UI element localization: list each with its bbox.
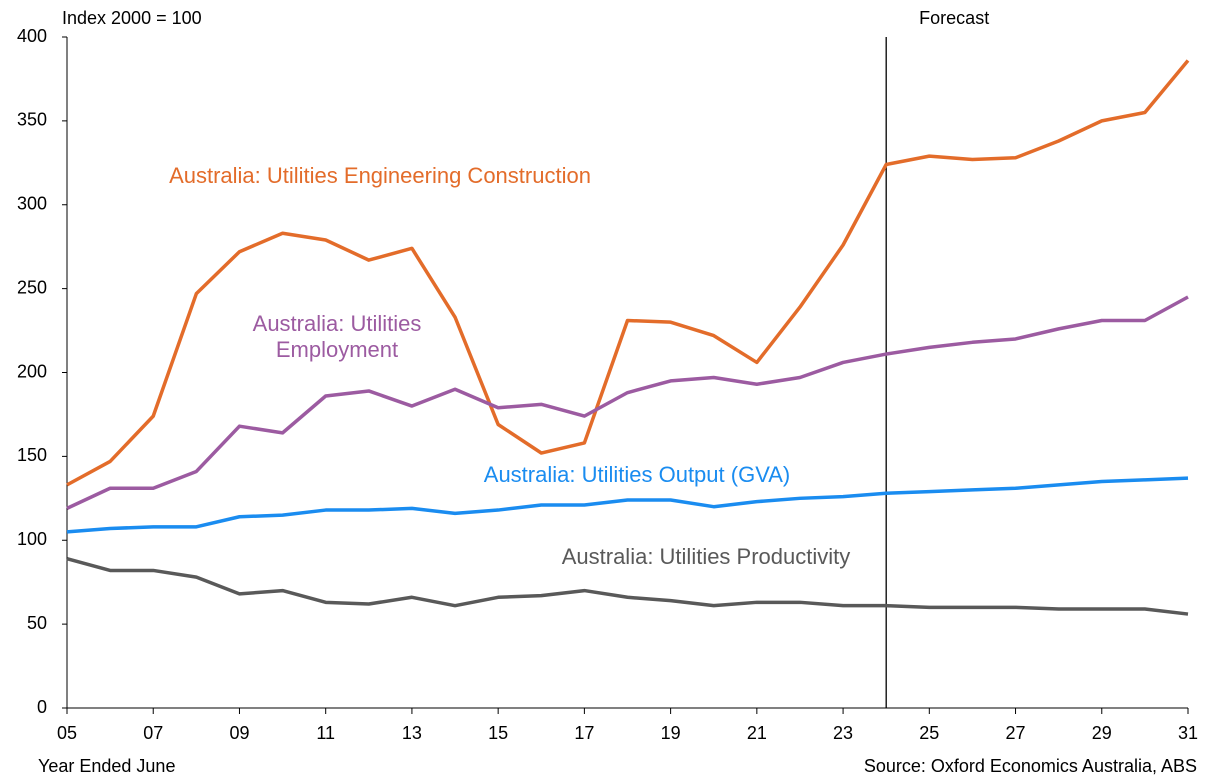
series-line xyxy=(66,476,1189,534)
x-tick-label: 27 xyxy=(1006,723,1026,743)
x-tick-label: 15 xyxy=(488,723,508,743)
x-tick-label: 05 xyxy=(57,723,77,743)
x-tick-label: 25 xyxy=(919,723,939,743)
y-tick-label: 50 xyxy=(27,613,47,633)
x-tick-label: 31 xyxy=(1178,723,1198,743)
x-tick-label: 13 xyxy=(402,723,422,743)
series-line xyxy=(66,557,1189,616)
y-tick-label: 200 xyxy=(17,361,47,381)
y-tick-label: 300 xyxy=(17,194,47,214)
y-tick-label: 150 xyxy=(17,445,47,465)
y-axis-label: Index 2000 = 100 xyxy=(62,8,202,28)
x-tick-label: 17 xyxy=(574,723,594,743)
series-label: Australia: Utilities Employment xyxy=(252,311,422,362)
series-line xyxy=(66,295,1189,510)
y-tick-label: 0 xyxy=(37,697,47,717)
x-tick-label: 21 xyxy=(747,723,767,743)
series-label: Australia: Utilities Output (GVA) xyxy=(483,462,791,487)
source: Source: Oxford Economics Australia, ABS xyxy=(864,756,1197,776)
x-tick-label: 09 xyxy=(229,723,249,743)
x-tick-label: 11 xyxy=(316,723,335,743)
x-tick-label: 23 xyxy=(833,723,853,743)
y-tick-label: 400 xyxy=(17,26,47,46)
y-tick-label: 250 xyxy=(17,277,47,297)
series-label: Australia: Utilities Engineering Constru… xyxy=(169,163,591,188)
series-label: Australia: Utilities Productivity xyxy=(561,544,851,569)
series-line xyxy=(66,59,1190,487)
y-tick-label: 100 xyxy=(17,529,47,549)
x-tick-label: 19 xyxy=(661,723,681,743)
x-tick-label: 29 xyxy=(1092,723,1112,743)
x-tick-label: 07 xyxy=(143,723,163,743)
x-axis-label: Year Ended June xyxy=(38,756,175,776)
y-tick-label: 350 xyxy=(17,110,47,130)
annotation: Forecast xyxy=(919,8,989,28)
